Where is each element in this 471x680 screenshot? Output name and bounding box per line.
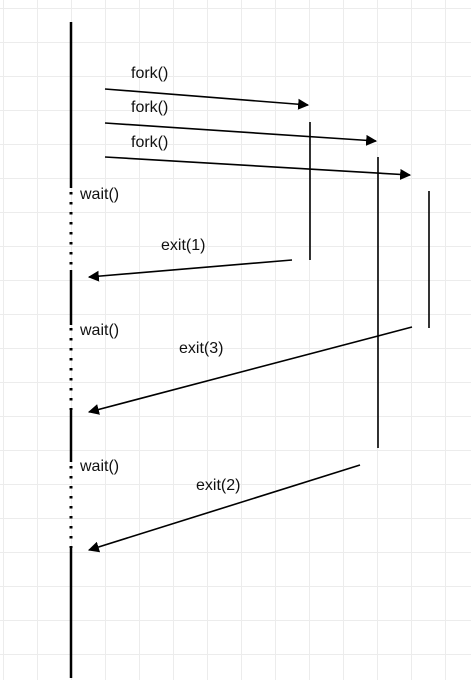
wait-label-2: wait(): [79, 322, 119, 339]
fork-label-1: fork(): [131, 65, 168, 82]
wait-label-3: wait(): [79, 458, 119, 475]
fork-arrow-3: [105, 157, 410, 175]
exit-label-2: exit(2): [196, 477, 240, 494]
fork-labels: fork() fork() fork(): [131, 65, 168, 151]
wait-labels: wait() wait() wait(): [79, 186, 119, 475]
exit-arrow-1: [89, 260, 292, 277]
fork-label-2: fork(): [131, 99, 168, 116]
fork-label-3: fork(): [131, 134, 168, 151]
exit-arrow-3: [89, 327, 412, 412]
wait-label-1: wait(): [79, 186, 119, 203]
exit-labels: exit(1) exit(3) exit(2): [161, 237, 240, 494]
exit-arrows: [89, 260, 412, 550]
exit-label-1: exit(1): [161, 237, 205, 254]
exit-label-3: exit(3): [179, 340, 223, 357]
